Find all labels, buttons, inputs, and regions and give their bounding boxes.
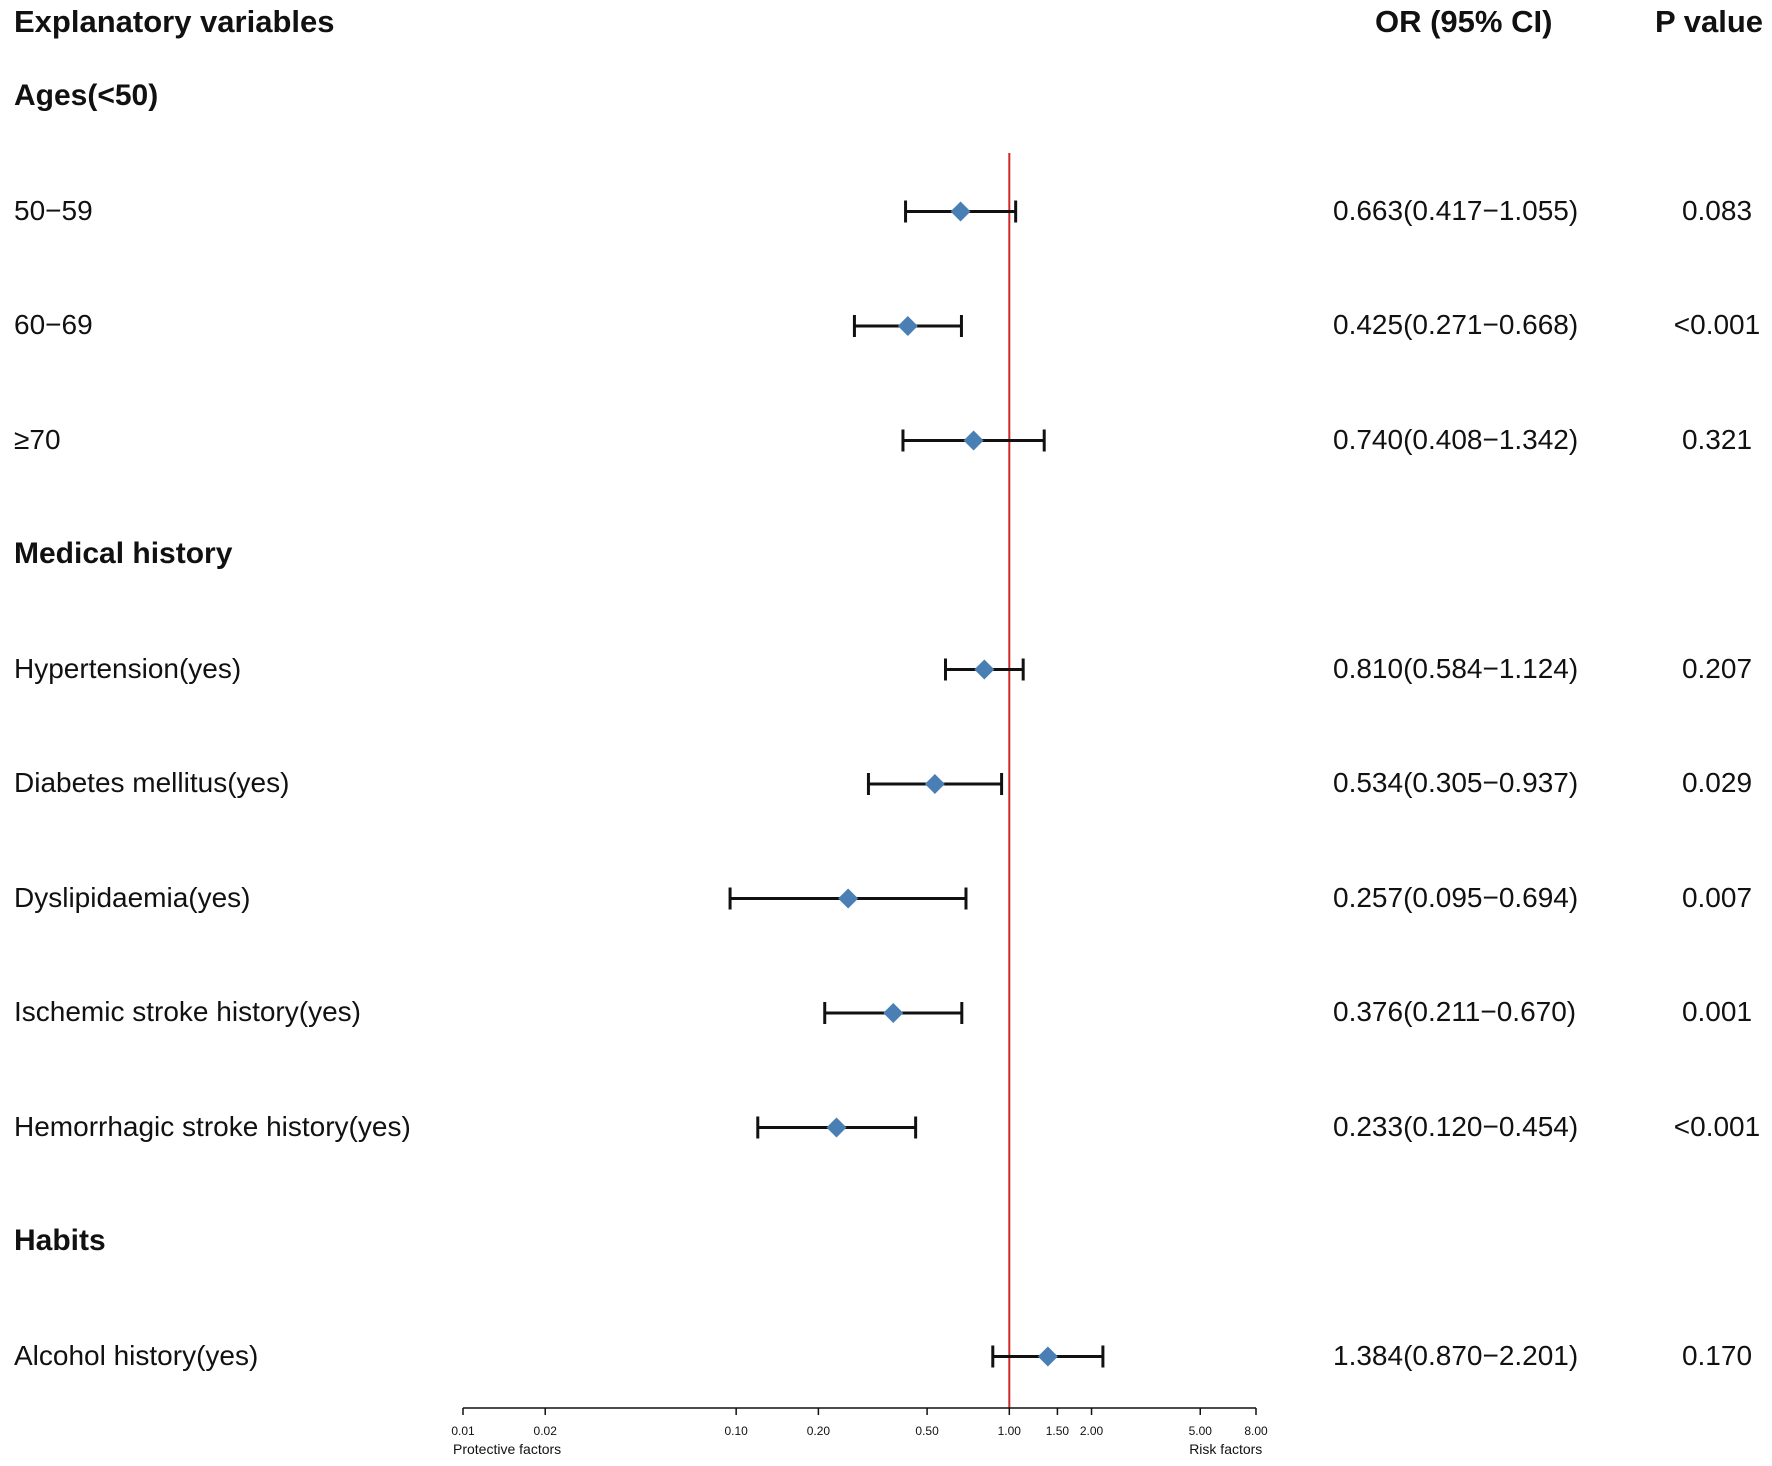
x-tick-label: 0.50 [915,1424,939,1438]
or-ci-value: 0.233(0.120−0.454) [1333,1110,1579,1142]
x-tick-label: 0.20 [807,1424,831,1438]
or-ci-value: 0.663(0.417−1.055) [1333,194,1579,226]
or-ci-value: 0.534(0.305−0.937) [1333,767,1579,798]
or-point [963,430,984,451]
p-value: 0.001 [1681,996,1753,1027]
or-ci-value: 0.810(0.584−1.124) [1333,652,1579,684]
or-point [897,316,918,336]
or-ci-value: 1.384(0.870−2.201) [1333,1339,1579,1371]
or-ci-value: 0.376(0.211−0.670) [1333,996,1577,1027]
p-value: 0.029 [1681,767,1753,798]
x-tick-label: 0.01 [451,1424,475,1438]
row-label: ≥70 [14,423,61,455]
row-label: Hemorrhagic stroke history(yes) [14,1110,411,1142]
or-point [974,659,995,680]
row-label: Hypertension(yes) [14,652,242,684]
p-value: 0.321 [1681,423,1753,455]
or-point [1037,1346,1058,1367]
group-label: Medical history [14,537,233,570]
row-label: Ischemic stroke history(yes) [14,996,361,1027]
x-tick-label: 0.02 [534,1424,558,1438]
row-label: 50−59 [14,194,93,226]
protective-factors-label: Protective factors [453,1441,561,1457]
row-label: Diabetes mellitus(yes) [14,767,290,798]
row-label: Alcohol history(yes) [14,1339,259,1371]
x-tick-label: 8.00 [1244,1424,1268,1438]
p-value-column-header: P value [1655,4,1764,39]
or-ci-value: 0.425(0.271−0.668) [1333,309,1579,340]
or-point [924,774,945,794]
p-value: <0.001 [1673,1110,1761,1142]
group-label: Habits [14,1224,106,1257]
or-ci-value: 0.257(0.095−0.694) [1333,881,1579,913]
p-value: 0.007 [1681,881,1753,913]
row-label: 60−69 [14,309,93,340]
or-ci-value: 0.740(0.408−1.342) [1333,423,1579,455]
or-point [950,201,971,222]
p-value: 0.083 [1681,194,1753,226]
p-value: 0.207 [1681,652,1753,684]
p-value: <0.001 [1673,309,1761,340]
or-column-header: OR (95% CI) [1375,4,1553,39]
x-tick-label: 1.00 [998,1424,1022,1438]
x-tick-label: 5.00 [1189,1424,1213,1438]
row-label: Dyslipidaemia(yes) [14,881,251,913]
x-tick-label: 1.50 [1046,1424,1070,1438]
risk-factors-label: Risk factors [1189,1441,1262,1457]
group-label: Ages(<50) [14,79,159,112]
x-tick-label: 2.00 [1080,1424,1104,1438]
or-point [838,888,859,909]
or-point [883,1003,904,1023]
variables-column-header: Explanatory variables [14,4,335,39]
p-value: 0.170 [1681,1339,1753,1371]
or-point [826,1117,847,1138]
x-tick-label: 0.10 [724,1424,748,1438]
